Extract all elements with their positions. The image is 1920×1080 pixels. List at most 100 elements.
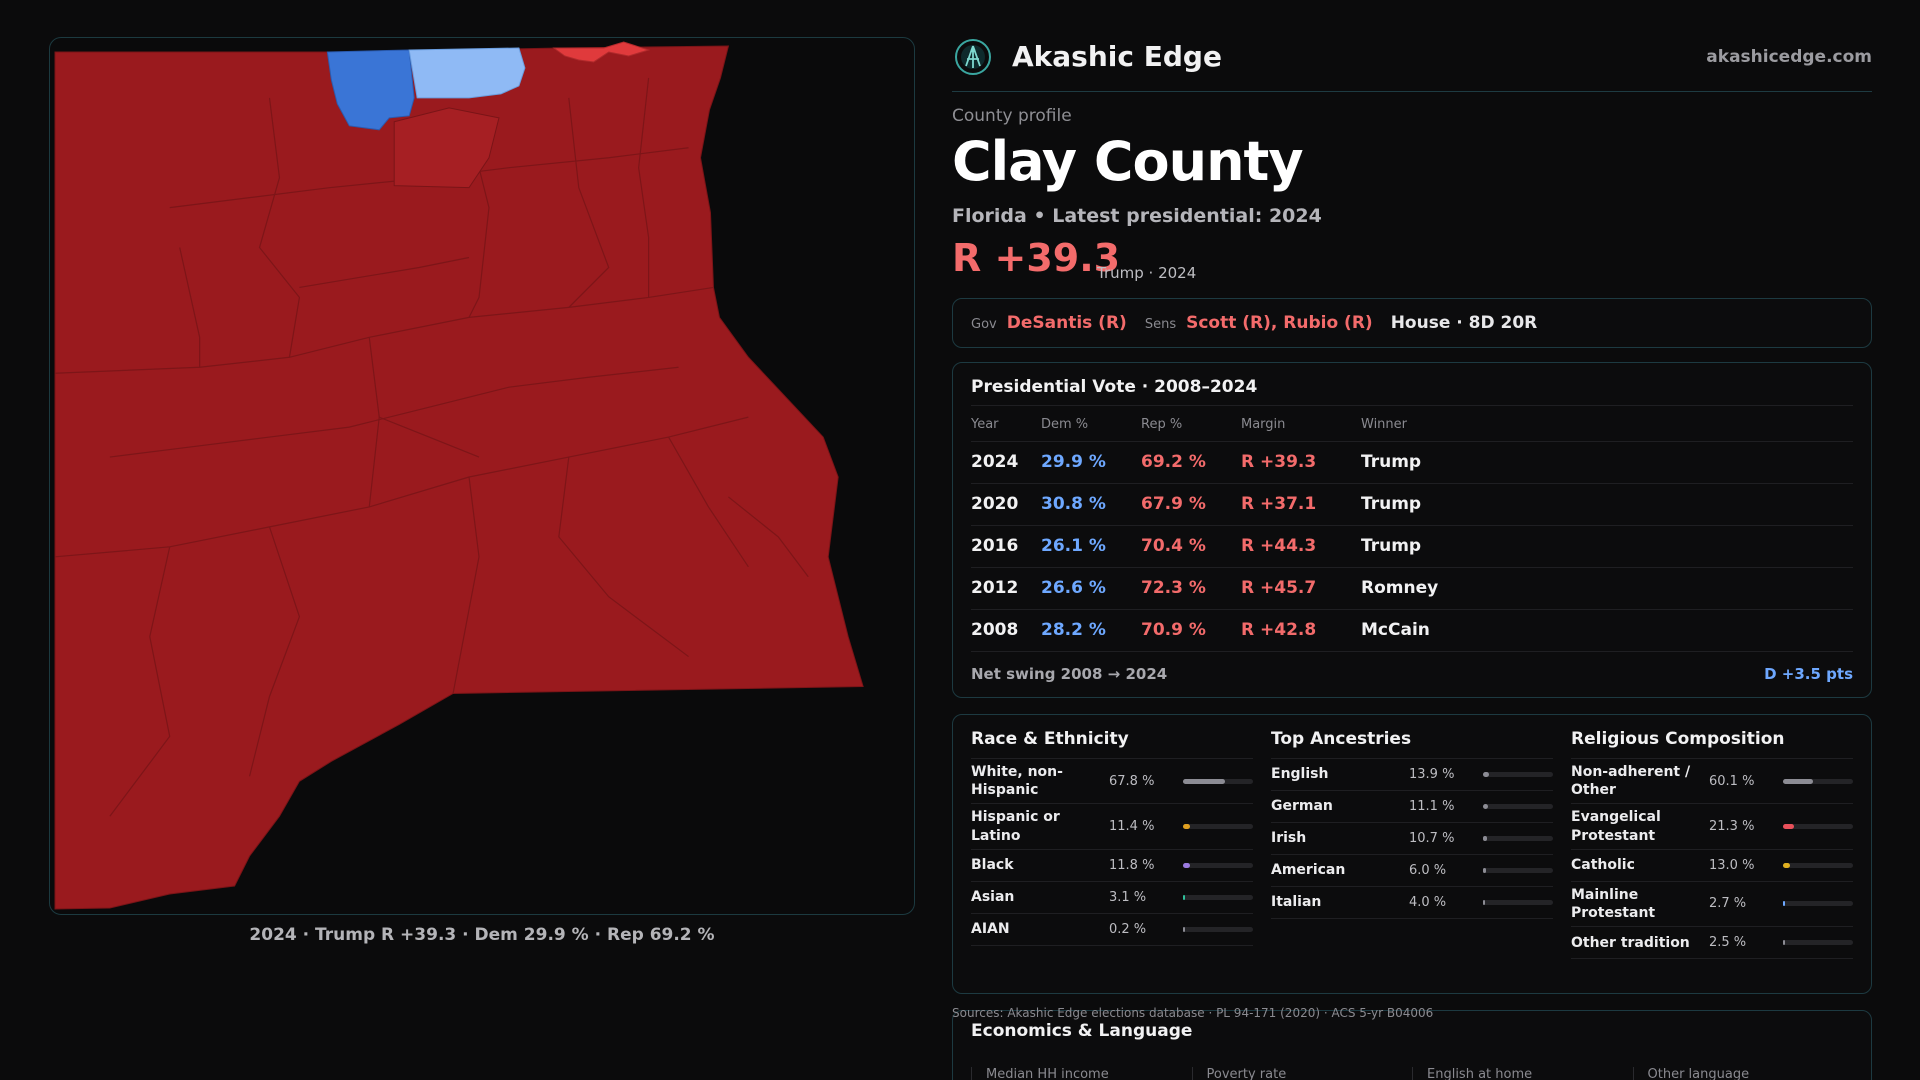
vote-cell-rep: 69.2 % — [1141, 441, 1241, 484]
ancestry-item-pct: 11.1 % — [1409, 799, 1455, 814]
religion-item-bar — [1783, 824, 1853, 830]
ancestry-item-pct: 4.0 % — [1409, 895, 1447, 910]
ancestry-item-bar — [1483, 836, 1553, 841]
race-item-bar-fill — [1183, 824, 1191, 830]
col-margin: Margin — [1241, 409, 1361, 442]
race-item-bar-fill — [1183, 894, 1185, 900]
religion-item-name: Other tradition — [1571, 934, 1690, 951]
gov-label: Gov — [971, 317, 997, 332]
religion-item-bar — [1783, 778, 1853, 784]
religion-item-pct: 2.7 % — [1709, 896, 1747, 912]
ancestry-item-bar — [1483, 868, 1553, 873]
ancestry-item-pct: 10.7 % — [1409, 831, 1455, 846]
vote-cell-winner: Trump — [1361, 441, 1853, 484]
county-map[interactable] — [49, 37, 915, 915]
ancestry-item-bar — [1483, 804, 1553, 809]
religion-item-name: Mainline Protestant — [1571, 886, 1656, 921]
race-title: Race & Ethnicity — [971, 729, 1253, 759]
precinct-map-svg[interactable] — [50, 38, 914, 914]
eyebrow-label: County profile — [952, 106, 1072, 126]
net-swing-value: D +3.5 pts — [1764, 665, 1853, 683]
econ-tile-other-language: Other language — [1632, 1067, 1854, 1080]
vote-cell-winner: Trump — [1361, 483, 1853, 526]
precinct-rep-main[interactable] — [54, 45, 864, 910]
religion-item: Catholic 13.0 % — [1571, 850, 1853, 882]
ancestry-item-bar-fill — [1483, 772, 1489, 777]
vote-cell-winner: Trump — [1361, 525, 1853, 568]
ancestry-item: Irish 10.7 % — [1271, 823, 1553, 855]
vote-row-2008: 2008 28.2 % 70.9 % R +42.8 McCain — [971, 609, 1853, 652]
vote-cell-year: 2008 — [971, 609, 1041, 652]
vote-cell-rep: 70.4 % — [1141, 525, 1241, 568]
house-delegation: House · 8D 20R — [1390, 313, 1538, 333]
sens-label: Sens — [1144, 317, 1177, 332]
religion-item: Other tradition 2.5 % — [1571, 927, 1853, 960]
page-title: Clay County — [952, 130, 1304, 193]
vote-cell-rep: 72.3 % — [1141, 567, 1241, 610]
religion-item: Evangelical Protestant 21.3 % — [1571, 804, 1853, 850]
econ-tile-income: Median HH income — [971, 1067, 1192, 1080]
top-bar: Akashic Edge akashicedge.com — [952, 34, 1872, 92]
religion-item-pct: 60.1 % — [1709, 773, 1755, 789]
religion-item-pct: 2.5 % — [1709, 935, 1747, 951]
vote-cell-dem: 29.9 % — [1041, 441, 1141, 484]
vote-cell-year: 2024 — [971, 441, 1041, 484]
race-item-bar — [1183, 778, 1253, 784]
headline-margin: R +39.3 — [952, 236, 1121, 280]
vote-row-2024: 2024 29.9 % 69.2 % R +39.3 Trump — [971, 441, 1853, 484]
page-subtitle: Florida • Latest presidential: 2024 — [952, 205, 1322, 227]
vote-cell-dem: 26.6 % — [1041, 567, 1141, 610]
race-item-name: Black — [971, 857, 1014, 874]
akashic-logo-icon[interactable] — [954, 38, 992, 76]
divider — [971, 405, 1853, 406]
vote-cell-margin: R +39.3 — [1241, 441, 1361, 484]
race-item-name: AIAN — [971, 921, 1010, 938]
headline-margin-note: Trump · 2024 — [1097, 264, 1197, 282]
brand-name[interactable]: Akashic Edge — [1012, 40, 1222, 73]
map-caption: 2024 · Trump R +39.3 · Dem 29.9 % · Rep … — [249, 925, 715, 945]
religion-item-bar — [1783, 901, 1853, 907]
vote-card-title: Presidential Vote · 2008–2024 — [971, 377, 1258, 397]
religion-item-bar-fill — [1783, 940, 1785, 946]
race-item-pct: 67.8 % — [1109, 773, 1155, 789]
site-link[interactable]: akashicedge.com — [1706, 47, 1872, 67]
precinct-dem[interactable] — [326, 49, 415, 131]
race-item-pct: 0.2 % — [1109, 921, 1147, 937]
religion-item-bar-fill — [1783, 862, 1790, 868]
race-item-bar — [1183, 862, 1253, 868]
economics-card: Economics & Language Median HH income Po… — [952, 1010, 1872, 1080]
religion-item-bar — [1783, 940, 1853, 946]
senators-names: Scott (R), Rubio (R) — [1186, 313, 1373, 333]
vote-table: Year Dem % Rep % Margin Winner 2024 29.9 … — [971, 409, 1853, 652]
race-item-bar-fill — [1183, 778, 1225, 784]
race-item-pct: 11.8 % — [1109, 857, 1155, 873]
vote-cell-year: 2020 — [971, 483, 1041, 526]
precinct-dem-light[interactable] — [408, 47, 526, 99]
ancestry-item-name: Irish — [1271, 830, 1307, 847]
econ-tile-poverty: Poverty rate — [1191, 1067, 1413, 1080]
ancestry-item-pct: 6.0 % — [1409, 863, 1447, 878]
ancestry-column: Top Ancestries English 13.9 % German 11.1 %… — [1271, 729, 1553, 919]
ancestry-item: Italian 4.0 % — [1271, 887, 1553, 919]
vote-cell-dem: 28.2 % — [1041, 609, 1141, 652]
precinct-rep-light[interactable] — [552, 41, 651, 63]
race-item: Hispanic or Latino 11.4 % — [971, 804, 1253, 850]
vote-cell-year: 2012 — [971, 567, 1041, 610]
religion-item-bar — [1783, 862, 1853, 868]
race-item-name: Asian — [971, 889, 1015, 906]
race-item-bar-fill — [1183, 926, 1185, 932]
ancestry-item-bar — [1483, 772, 1553, 777]
race-item-bar-fill — [1183, 862, 1191, 868]
vote-row-2012: 2012 26.6 % 72.3 % R +45.7 Romney — [971, 567, 1853, 610]
race-item-name: White, non-Hispanic — [971, 764, 1063, 799]
race-item-bar — [1183, 894, 1253, 900]
ancestry-item-name: Italian — [1271, 894, 1322, 911]
race-item-pct: 11.4 % — [1109, 819, 1155, 835]
ancestry-item-bar-fill — [1483, 868, 1486, 873]
ancestry-item-name: American — [1271, 862, 1346, 879]
ancestry-item-bar-fill — [1483, 900, 1485, 905]
county-profile-panel: Akashic Edge akashicedge.com County prof… — [952, 0, 1872, 1080]
net-swing-label: Net swing 2008 → 2024 — [971, 665, 1168, 683]
ancestry-item-bar-fill — [1483, 836, 1488, 841]
precinct-rep-mid[interactable] — [393, 107, 500, 189]
